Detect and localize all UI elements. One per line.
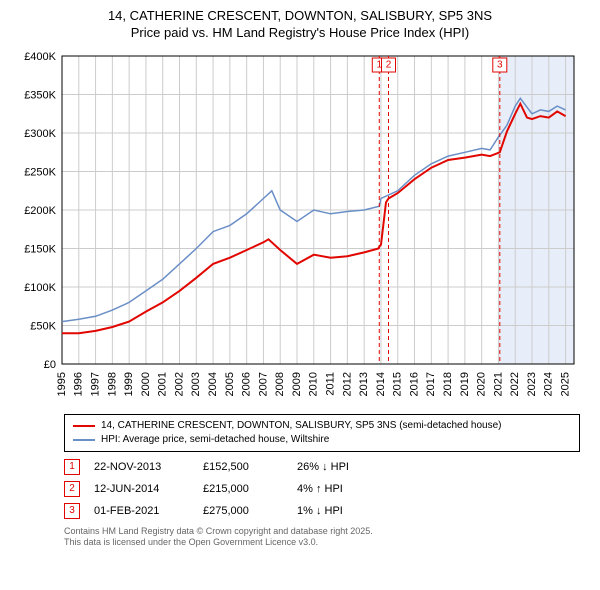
svg-text:2007: 2007 bbox=[257, 372, 269, 396]
svg-text:2014: 2014 bbox=[375, 372, 387, 396]
record-date: 12-JUN-2014 bbox=[94, 483, 189, 495]
record-date: 22-NOV-2013 bbox=[94, 461, 189, 473]
svg-text:£150K: £150K bbox=[24, 243, 56, 255]
svg-text:£350K: £350K bbox=[24, 89, 56, 101]
svg-text:2016: 2016 bbox=[408, 372, 420, 396]
marker-num-3: 3 bbox=[497, 59, 503, 70]
record-date: 01-FEB-2021 bbox=[94, 505, 189, 517]
svg-text:2008: 2008 bbox=[274, 372, 286, 396]
record-marker-3: 3 bbox=[64, 503, 80, 519]
footer-line-1: Contains HM Land Registry data © Crown c… bbox=[64, 526, 373, 536]
svg-text:2020: 2020 bbox=[476, 372, 488, 396]
legend-row-1: 14, CATHERINE CRESCENT, DOWNTON, SALISBU… bbox=[73, 419, 571, 433]
record-row: 2 12-JUN-2014 £215,000 4% ↑ HPI bbox=[64, 478, 580, 500]
svg-text:£50K: £50K bbox=[30, 320, 56, 332]
records-table: 1 22-NOV-2013 £152,500 26% ↓ HPI 2 12-JUN-201… bbox=[64, 456, 580, 522]
svg-text:£250K: £250K bbox=[24, 166, 56, 178]
record-row: 3 01-FEB-2021 £275,000 1% ↓ HPI bbox=[64, 500, 580, 522]
title-line-1: 14, CATHERINE CRESCENT, DOWNTON, SALISBU… bbox=[108, 8, 492, 23]
svg-text:2006: 2006 bbox=[241, 372, 253, 396]
svg-text:1996: 1996 bbox=[73, 372, 85, 396]
record-price: £152,500 bbox=[203, 461, 283, 473]
legend-swatch-series2 bbox=[73, 439, 95, 441]
svg-text:1998: 1998 bbox=[106, 372, 118, 396]
svg-text:1995: 1995 bbox=[56, 372, 68, 396]
svg-text:£0: £0 bbox=[44, 359, 56, 371]
svg-text:2018: 2018 bbox=[442, 372, 454, 396]
title-line-2: Price paid vs. HM Land Registry's House … bbox=[131, 25, 469, 40]
svg-text:2017: 2017 bbox=[425, 372, 437, 396]
svg-text:2019: 2019 bbox=[459, 372, 471, 396]
svg-text:2010: 2010 bbox=[308, 372, 320, 396]
svg-text:2000: 2000 bbox=[140, 372, 152, 396]
chart-area: £0 £50K £100K £150K £200K £250K £300K £350K £400… bbox=[4, 48, 596, 408]
legend-row-2: HPI: Average price, semi-detached house,… bbox=[73, 433, 571, 447]
svg-text:2021: 2021 bbox=[492, 372, 504, 396]
record-delta: 1% ↓ HPI bbox=[297, 505, 387, 517]
svg-text:2002: 2002 bbox=[173, 372, 185, 396]
svg-text:£400K: £400K bbox=[24, 51, 56, 63]
svg-text:2004: 2004 bbox=[207, 372, 219, 396]
svg-text:1997: 1997 bbox=[89, 372, 101, 396]
svg-text:2015: 2015 bbox=[392, 372, 404, 396]
record-delta: 4% ↑ HPI bbox=[297, 483, 387, 495]
svg-text:2025: 2025 bbox=[560, 372, 572, 396]
legend-swatch-series1 bbox=[73, 425, 95, 427]
svg-text:2023: 2023 bbox=[526, 372, 538, 396]
svg-text:£200K: £200K bbox=[24, 205, 56, 217]
record-marker-1: 1 bbox=[64, 459, 80, 475]
svg-text:2001: 2001 bbox=[157, 372, 169, 396]
svg-text:£100K: £100K bbox=[24, 282, 56, 294]
chart-container: 14, CATHERINE CRESCENT, DOWNTON, SALISBU… bbox=[0, 0, 600, 553]
svg-text:2022: 2022 bbox=[509, 372, 521, 396]
svg-text:2003: 2003 bbox=[190, 372, 202, 396]
svg-text:2005: 2005 bbox=[224, 372, 236, 396]
legend-label-series1: 14, CATHERINE CRESCENT, DOWNTON, SALISBU… bbox=[101, 419, 502, 433]
svg-text:2009: 2009 bbox=[291, 372, 303, 396]
svg-text:1999: 1999 bbox=[123, 372, 135, 396]
marker-num-2: 2 bbox=[386, 59, 392, 70]
chart-title: 14, CATHERINE CRESCENT, DOWNTON, SALISBU… bbox=[4, 8, 596, 42]
footer-attribution: Contains HM Land Registry data © Crown c… bbox=[64, 526, 580, 549]
record-row: 1 22-NOV-2013 £152,500 26% ↓ HPI bbox=[64, 456, 580, 478]
record-marker-2: 2 bbox=[64, 481, 80, 497]
svg-text:2024: 2024 bbox=[543, 372, 555, 396]
svg-text:£300K: £300K bbox=[24, 128, 56, 140]
footer-line-2: This data is licensed under the Open Gov… bbox=[64, 537, 318, 547]
record-delta: 26% ↓ HPI bbox=[297, 461, 387, 473]
legend-box: 14, CATHERINE CRESCENT, DOWNTON, SALISBU… bbox=[64, 414, 580, 452]
legend-label-series2: HPI: Average price, semi-detached house,… bbox=[101, 433, 329, 447]
record-price: £215,000 bbox=[203, 483, 283, 495]
record-price: £275,000 bbox=[203, 505, 283, 517]
svg-text:2011: 2011 bbox=[324, 372, 336, 396]
line-chart-svg: £0 £50K £100K £150K £200K £250K £300K £350K £400… bbox=[4, 48, 584, 408]
svg-text:2013: 2013 bbox=[358, 372, 370, 396]
svg-text:2012: 2012 bbox=[341, 372, 353, 396]
